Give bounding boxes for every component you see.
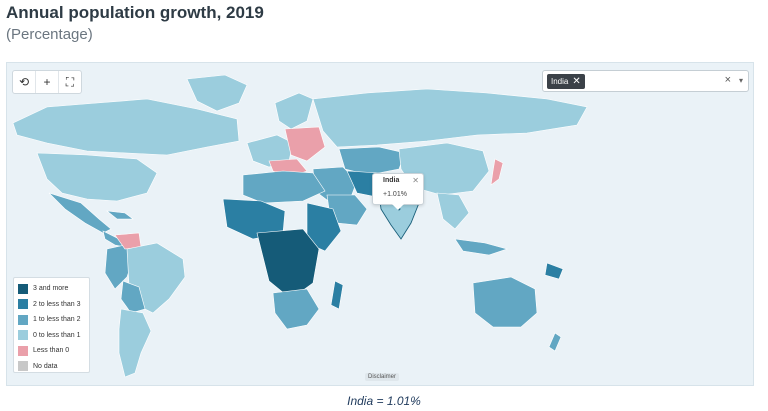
legend-label: Less than 0 <box>33 347 70 355</box>
country-select[interactable]: India ✕ × ▾ <box>542 70 749 92</box>
region-scandinavia <box>274 92 314 130</box>
region-pacific-islands <box>544 262 564 280</box>
region-north-africa <box>242 170 326 204</box>
legend-swatch <box>18 330 28 341</box>
region-indonesia <box>454 238 509 256</box>
legend-item: Less than 0 <box>18 343 85 359</box>
legend-swatch <box>18 361 28 372</box>
legend-label: 2 to less than 3 <box>33 300 81 308</box>
selected-country-label: India <box>551 77 569 86</box>
region-caribbean <box>106 210 134 220</box>
region-australia <box>472 276 538 328</box>
page-subtitle: (Percentage) <box>6 26 93 43</box>
legend-label: 3 and more <box>33 285 69 293</box>
region-madagascar <box>330 280 344 310</box>
legend-item: 2 to less than 3 <box>18 297 85 313</box>
selected-country-chip[interactable]: India ✕ <box>547 74 585 89</box>
chevron-down-icon[interactable]: ▾ <box>738 76 743 85</box>
map-legend: 3 and more 2 to less than 3 1 to less th… <box>13 277 90 373</box>
legend-item: 0 to less than 1 <box>18 328 85 344</box>
legend-swatch <box>18 283 28 294</box>
tooltip-value: +1.01% <box>383 191 407 198</box>
legend-swatch <box>18 345 28 356</box>
legend-label: No data <box>33 362 58 370</box>
legend-item: 1 to less than 2 <box>18 312 85 328</box>
region-southern-africa <box>272 288 320 330</box>
tooltip-close-icon[interactable]: ✕ <box>412 176 419 185</box>
region-central-africa <box>256 228 320 300</box>
figure-caption: India = 1.01% <box>347 394 421 408</box>
region-japan <box>490 158 504 186</box>
region-southeast-asia <box>436 192 470 230</box>
fullscreen-icon[interactable]: ⛶ <box>65 74 75 89</box>
zoom-in-icon[interactable]: + <box>36 71 59 93</box>
region-usa <box>36 152 158 202</box>
region-argentina-chile <box>118 308 152 378</box>
legend-label: 1 to less than 2 <box>33 316 81 324</box>
region-greenland <box>186 74 248 112</box>
remove-chip-icon[interactable]: ✕ <box>572 76 581 87</box>
page-title: Annual population growth, 2019 <box>6 3 264 22</box>
legend-swatch <box>18 299 28 310</box>
world-map[interactable] <box>7 63 753 385</box>
legend-item: 3 and more <box>18 281 85 297</box>
region-eastern-europe <box>284 126 326 162</box>
tooltip-country: India <box>383 177 400 184</box>
region-kazakhstan-central-asia <box>338 146 406 176</box>
reset-view-icon[interactable]: ⟲ <box>13 71 36 93</box>
legend-item: No data <box>18 359 85 375</box>
region-canada <box>12 98 240 156</box>
clear-selection-icon[interactable]: × <box>724 74 731 86</box>
disclaimer-link[interactable]: Disclaimer <box>365 373 400 381</box>
map-toolbar: ⟲ + ⛶ <box>12 70 82 94</box>
map-container[interactable]: ⟲ + ⛶ India ✕ × ▾ India ✕ +1.01% 3 and m… <box>6 62 754 386</box>
region-russia <box>312 88 588 148</box>
legend-label: 0 to less than 1 <box>33 331 81 339</box>
region-new-zealand <box>548 332 562 352</box>
region-bolivia-paraguay <box>120 280 146 314</box>
region-mexico <box>48 192 112 234</box>
country-tooltip: India ✕ +1.01% <box>372 173 424 210</box>
legend-swatch <box>18 314 28 325</box>
